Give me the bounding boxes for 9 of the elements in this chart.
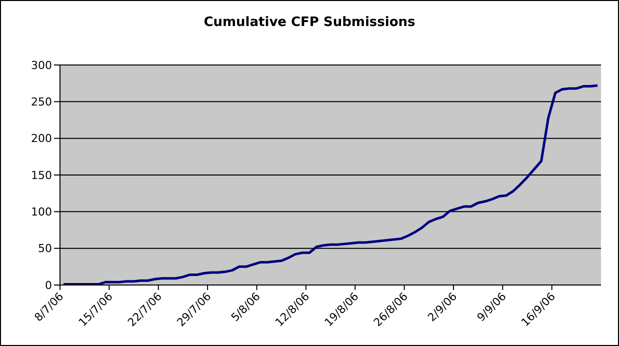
y-tick-label: 100 [31, 206, 52, 219]
chart-title: Cumulative CFP Submissions [202, 15, 416, 30]
y-tick-label: 250 [31, 96, 52, 109]
y-tick-label: 200 [31, 132, 52, 146]
line-series [62, 84, 599, 285]
y-tick-label: 50 [38, 242, 52, 256]
y-tick-label: 0 [45, 278, 52, 292]
y-tick-label: 300 [31, 58, 52, 72]
y-tick-label: 150 [31, 168, 52, 182]
